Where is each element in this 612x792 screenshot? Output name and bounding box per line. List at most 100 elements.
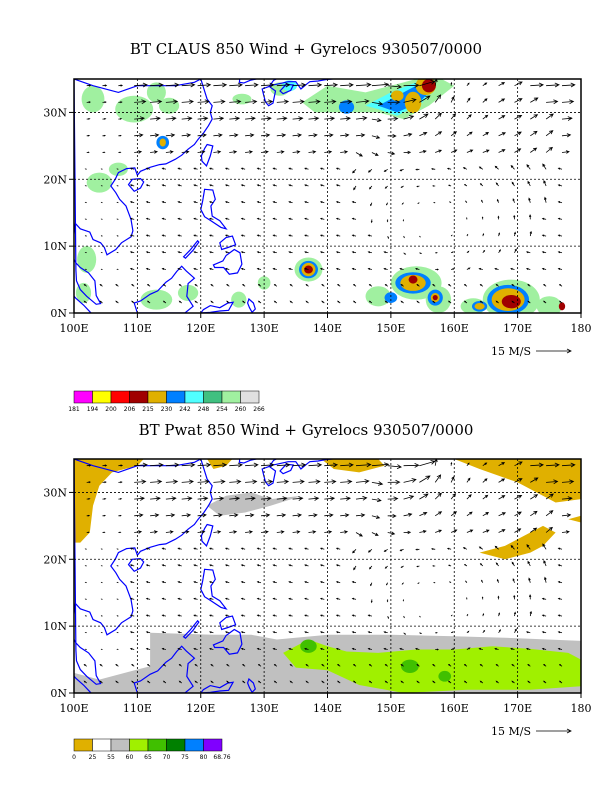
wind-arrow xyxy=(447,283,452,287)
wind-arrow xyxy=(479,183,484,187)
itcz-patch xyxy=(365,286,391,307)
wind-arrow xyxy=(514,628,517,633)
wind-arrow xyxy=(197,479,210,485)
wind-arrow xyxy=(181,496,193,501)
wind-arrow xyxy=(432,185,436,187)
wind-arrow xyxy=(559,680,563,684)
wind-arrow xyxy=(224,547,230,550)
wind-arrow xyxy=(240,631,246,634)
wind-arrow xyxy=(134,462,148,468)
itcz-cold xyxy=(384,292,398,303)
wind-arrow xyxy=(292,150,301,154)
wind-arrow xyxy=(83,283,87,287)
wind-arrow xyxy=(371,497,382,503)
wind-arrow xyxy=(557,234,563,237)
wind-arrow xyxy=(162,283,167,287)
wind-arrow xyxy=(335,184,341,187)
wind-arrow xyxy=(118,531,122,534)
wind-arrow xyxy=(193,234,198,237)
colorbar-label: 80 xyxy=(200,754,208,761)
wind-arrow xyxy=(337,283,341,287)
wind-arrow xyxy=(86,464,92,467)
wind-arrow xyxy=(482,249,486,254)
wind-arrow xyxy=(340,462,354,468)
wind-arrow xyxy=(494,545,499,550)
wind-arrow xyxy=(514,528,522,533)
wind-arrow xyxy=(129,201,135,204)
wind-arrow xyxy=(451,268,455,270)
wind-arrow xyxy=(543,680,547,684)
wind-arrow xyxy=(400,565,404,568)
wind-arrow xyxy=(417,582,420,584)
wind-arrow xyxy=(450,493,457,500)
wind-arrow xyxy=(482,529,490,533)
wind-arrow xyxy=(209,631,214,634)
cloud-patch xyxy=(140,289,173,310)
wind-arrow xyxy=(419,150,427,154)
coast-korea xyxy=(238,79,258,84)
wind-arrow xyxy=(541,597,547,600)
wind-arrow xyxy=(240,234,246,237)
wind-arrow xyxy=(352,680,357,684)
colorbar-swatch xyxy=(240,390,260,404)
wind-arrow xyxy=(118,134,122,137)
coast-palawan xyxy=(182,239,200,259)
colorbar-label: 75 xyxy=(181,754,189,761)
wind-arrow xyxy=(245,479,258,485)
coast-borneo xyxy=(133,265,196,313)
wind-arrow xyxy=(433,582,436,584)
wind-arrow xyxy=(86,151,90,154)
wind-arrow xyxy=(498,149,506,153)
wind-arrow xyxy=(181,479,194,485)
wind-arrow xyxy=(131,283,135,287)
lat-tick-label: 20N xyxy=(43,553,67,566)
wind-arrow xyxy=(288,217,293,220)
wind-arrow xyxy=(213,462,228,468)
wind-arrow xyxy=(229,150,238,154)
wind-arrow xyxy=(557,201,563,204)
coast-taiwan xyxy=(200,143,214,168)
wind-arrow xyxy=(324,133,334,138)
wind-arrow xyxy=(226,680,230,684)
wind-arrow xyxy=(466,114,472,120)
wind-arrow xyxy=(545,113,554,120)
colorbar-swatch xyxy=(129,390,149,404)
lon-tick-label: 100E xyxy=(59,702,88,715)
wind-arrow xyxy=(340,133,350,138)
wind-arrow xyxy=(134,496,146,501)
itcz-coldest xyxy=(501,294,521,309)
wind-arrow xyxy=(371,462,390,468)
wind-arrow xyxy=(383,267,388,270)
wind-arrow xyxy=(224,631,230,634)
wind-arrow xyxy=(419,95,431,103)
wind-arrow xyxy=(367,647,372,650)
wind-arrow xyxy=(479,663,484,667)
wind-arrow xyxy=(541,647,547,651)
cloud-patch xyxy=(158,97,180,114)
wind-arrow xyxy=(292,513,302,518)
wind-arrow xyxy=(150,530,159,534)
wind-arrow xyxy=(368,300,373,304)
wind-arrow xyxy=(321,680,325,684)
wind-arrow xyxy=(387,133,397,138)
wind-arrow xyxy=(383,647,388,650)
wind-arrow xyxy=(543,300,547,304)
wind-arrow xyxy=(304,251,309,254)
wind-arrow xyxy=(257,300,262,304)
wind-arrow xyxy=(272,184,277,187)
wind-arrow xyxy=(209,564,214,567)
wind-arrow xyxy=(102,151,106,154)
wind-arrow xyxy=(210,663,214,667)
wind-arrow xyxy=(559,283,563,287)
wind-arrow xyxy=(177,251,182,254)
wind-arrow xyxy=(257,680,262,684)
wind-arrow xyxy=(513,231,517,237)
wind-arrow xyxy=(319,547,325,550)
wind-arrow xyxy=(242,283,246,287)
wind-arrow xyxy=(162,680,167,684)
lat-tick-label: 0N xyxy=(50,307,67,320)
wind-arrow xyxy=(240,597,246,600)
wind-arrow xyxy=(403,632,407,635)
wind-arrow xyxy=(514,148,522,153)
coast-mainland xyxy=(74,459,213,685)
